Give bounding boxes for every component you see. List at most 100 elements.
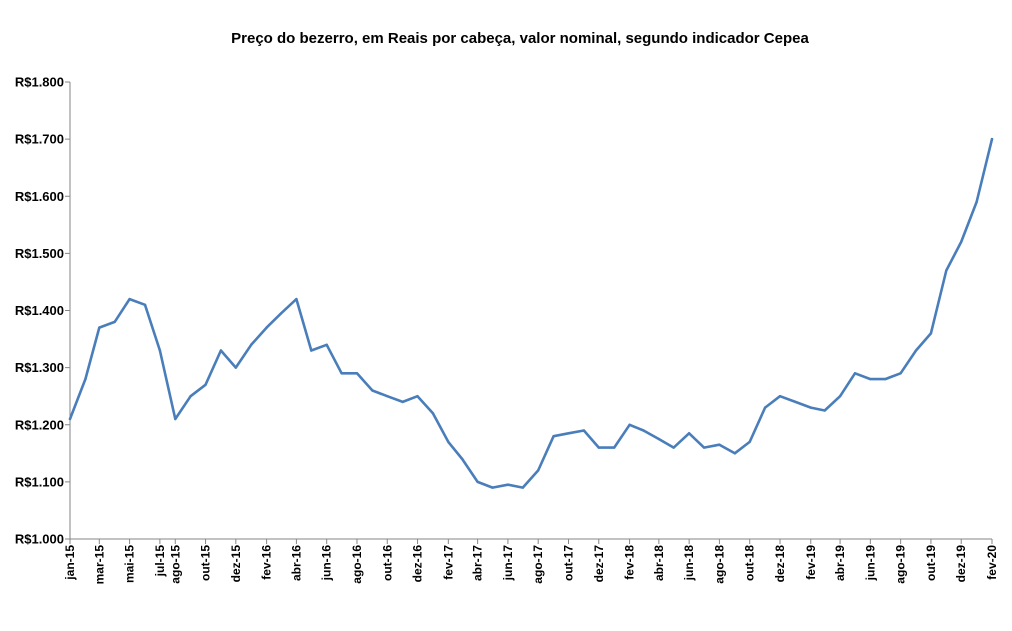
data-point <box>386 395 389 398</box>
data-point <box>265 326 268 329</box>
chart-title: Preço do bezerro, em Reais por cabeça, v… <box>231 30 809 47</box>
data-point <box>476 480 479 484</box>
x-tick-label: dez-19 <box>954 545 968 583</box>
data-point <box>733 452 736 455</box>
series-group <box>68 137 994 489</box>
data-point <box>431 412 435 415</box>
x-tick-label: fev-17 <box>441 545 455 580</box>
data-point <box>552 435 555 438</box>
data-point <box>853 372 857 375</box>
data-point <box>68 417 72 421</box>
data-point <box>461 457 464 461</box>
data-point <box>521 486 524 489</box>
x-tick-label: jul-15 <box>153 545 167 578</box>
x-tick-label: dez-15 <box>229 545 243 583</box>
data-point <box>702 446 706 449</box>
data-point <box>672 446 675 449</box>
y-tick-label: R$1.000 <box>15 532 64 547</box>
data-point <box>416 395 419 398</box>
x-tick-label: ago-15 <box>168 545 182 584</box>
data-point <box>628 423 631 426</box>
data-point <box>189 395 192 398</box>
y-tick-label: R$1.800 <box>15 75 64 90</box>
data-point <box>763 406 767 409</box>
data-point <box>975 200 978 204</box>
x-tick-label: out-19 <box>924 545 938 581</box>
x-tick-label: fev-20 <box>985 545 999 580</box>
data-point <box>98 326 101 329</box>
data-point <box>295 297 298 301</box>
x-tick-label: out-17 <box>561 545 575 581</box>
x-tick-label: fev-19 <box>804 545 818 580</box>
data-point <box>794 400 797 404</box>
data-point <box>748 440 751 444</box>
data-point <box>325 343 328 346</box>
data-point <box>990 137 994 141</box>
y-tick-label: R$1.200 <box>15 417 64 432</box>
data-point <box>491 486 494 489</box>
data-point <box>642 429 645 432</box>
data-point <box>657 437 660 441</box>
data-point <box>613 446 616 449</box>
data-point <box>113 320 116 324</box>
data-point <box>914 349 918 352</box>
y-tick-label: R$1.400 <box>15 303 64 318</box>
x-tick-label: abr-16 <box>289 545 303 581</box>
y-tick-label: R$1.600 <box>15 189 64 204</box>
data-point <box>718 443 721 446</box>
x-tick-label: jun-19 <box>863 545 877 582</box>
x-tick-label: dez-16 <box>411 545 425 583</box>
data-point <box>143 303 147 306</box>
x-tick-label: fev-16 <box>260 545 274 580</box>
data-point <box>355 372 359 375</box>
x-tick-label: ago-16 <box>350 545 364 584</box>
x-tick-label: out-18 <box>743 545 757 581</box>
y-tick-label: R$1.500 <box>15 246 64 261</box>
x-tick-labels: jan-15 mar-15 mai-15 jul-15 ago-15 out-15 dez-… <box>63 545 999 585</box>
y-tick-label: R$1.100 <box>15 474 64 489</box>
data-point <box>809 406 812 409</box>
x-tick-label: ago-19 <box>894 545 908 584</box>
data-point <box>310 349 313 352</box>
data-point <box>899 372 902 375</box>
data-point <box>279 312 283 315</box>
data-point <box>401 400 404 404</box>
data-point <box>567 432 570 435</box>
data-point <box>250 343 253 346</box>
x-tick-label: jun-17 <box>501 545 515 582</box>
axes <box>65 81 993 544</box>
x-tick-label: dez-17 <box>592 545 606 583</box>
y-tick-labels: R$1.000 R$1.100 R$1.200 R$1.300 R$1.400 R$1.5… <box>15 75 64 547</box>
x-tick-label: ago-18 <box>712 545 726 584</box>
y-tick-label: R$1.300 <box>15 360 64 375</box>
x-tick-label: fev-18 <box>623 545 637 580</box>
data-point <box>778 395 782 398</box>
x-tick-label: jan-15 <box>63 545 77 581</box>
data-point <box>204 383 207 386</box>
x-tick-label: out-16 <box>380 545 394 581</box>
x-tick-label: dez-18 <box>773 545 787 583</box>
data-point <box>929 332 933 335</box>
data-point <box>537 469 540 472</box>
data-point <box>371 389 374 392</box>
data-point <box>84 377 87 381</box>
x-tick-label: mai-15 <box>123 545 137 583</box>
x-tick-label: abr-18 <box>652 545 666 581</box>
data-point <box>174 417 177 421</box>
x-tick-label: mar-15 <box>92 545 106 585</box>
data-point <box>582 429 586 432</box>
data-point <box>234 366 237 369</box>
series-line <box>68 137 994 489</box>
data-point <box>158 349 162 352</box>
data-point <box>823 409 826 412</box>
data-point <box>838 395 842 398</box>
x-tick-label: abr-19 <box>833 545 847 581</box>
data-point <box>884 377 887 381</box>
data-point <box>340 372 343 375</box>
x-tick-label: out-15 <box>199 545 213 581</box>
x-tick-label: ago-17 <box>531 545 545 584</box>
data-point <box>869 377 872 381</box>
x-tick-label: jun-18 <box>682 545 696 582</box>
